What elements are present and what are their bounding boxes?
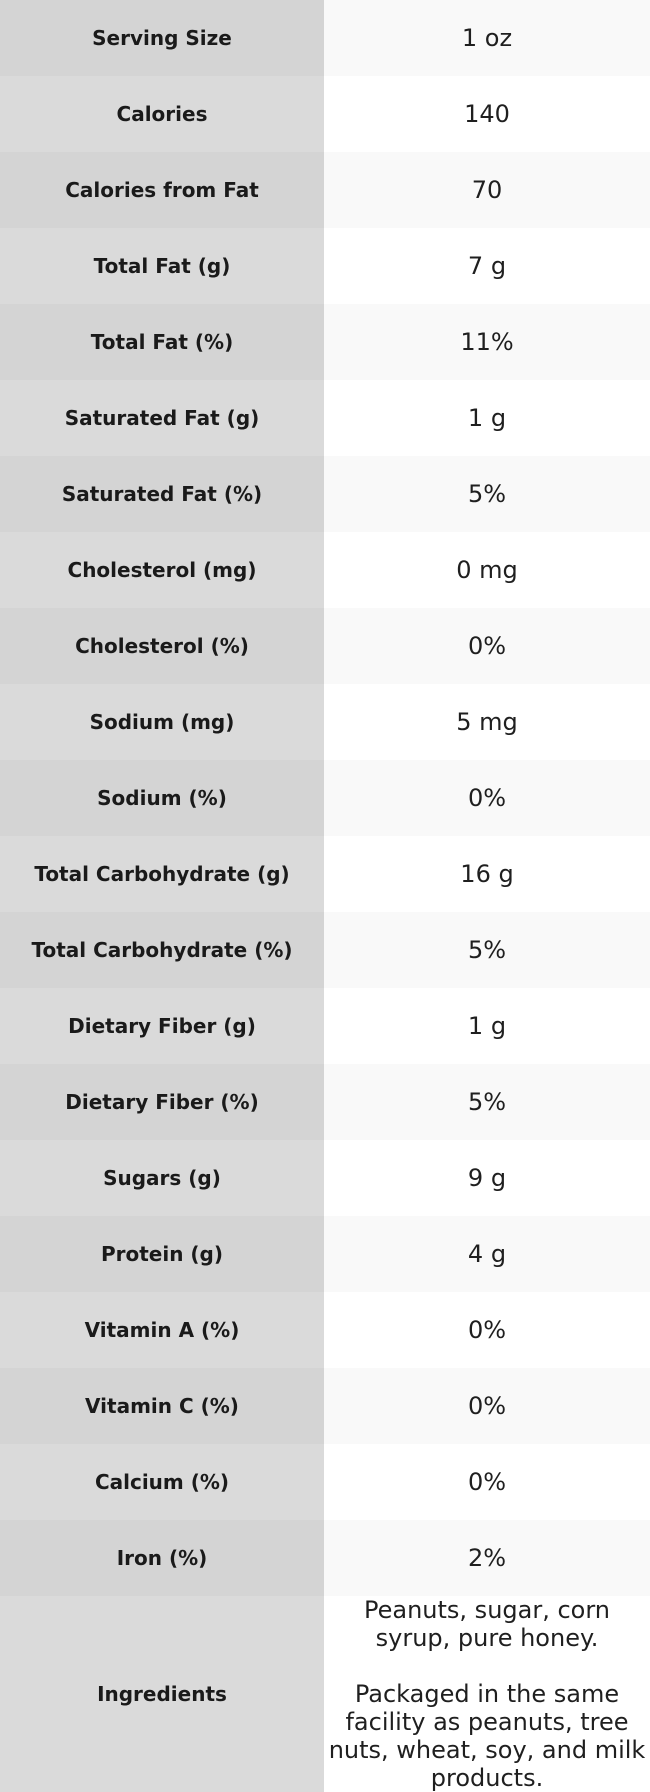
table-row-ingredients: Ingredients Peanuts, sugar, corn syrup, … bbox=[0, 1596, 650, 1792]
row-value: 0% bbox=[324, 1368, 650, 1444]
row-label: Saturated Fat (g) bbox=[0, 380, 324, 456]
row-value: 5% bbox=[324, 1064, 650, 1140]
table-row-iron-pct: Iron (%) 2% bbox=[0, 1520, 650, 1596]
row-label: Calories bbox=[0, 76, 324, 152]
table-row-total-carbohydrate-pct: Total Carbohydrate (%) 5% bbox=[0, 912, 650, 988]
row-label: Total Carbohydrate (%) bbox=[0, 912, 324, 988]
table-row-calcium-pct: Calcium (%) 0% bbox=[0, 1444, 650, 1520]
table-row-total-fat-pct: Total Fat (%) 11% bbox=[0, 304, 650, 380]
row-label: Saturated Fat (%) bbox=[0, 456, 324, 532]
row-label: Iron (%) bbox=[0, 1520, 324, 1596]
table-row-cholesterol-pct: Cholesterol (%) 0% bbox=[0, 608, 650, 684]
row-value: 0% bbox=[324, 1444, 650, 1520]
row-value: 140 bbox=[324, 76, 650, 152]
row-label: Sugars (g) bbox=[0, 1140, 324, 1216]
table-row-cholesterol-mg: Cholesterol (mg) 0 mg bbox=[0, 532, 650, 608]
table-row-protein-g: Protein (g) 4 g bbox=[0, 1216, 650, 1292]
row-value: 0% bbox=[324, 760, 650, 836]
row-value: 1 oz bbox=[324, 0, 650, 76]
row-value: 11% bbox=[324, 304, 650, 380]
row-label: Vitamin A (%) bbox=[0, 1292, 324, 1368]
table-row-saturated-fat-g: Saturated Fat (g) 1 g bbox=[0, 380, 650, 456]
row-label: Calories from Fat bbox=[0, 152, 324, 228]
row-label: Serving Size bbox=[0, 0, 324, 76]
row-label: Cholesterol (mg) bbox=[0, 532, 324, 608]
table-row-vitamin-a-pct: Vitamin A (%) 0% bbox=[0, 1292, 650, 1368]
row-label: Sodium (mg) bbox=[0, 684, 324, 760]
table-row-saturated-fat-pct: Saturated Fat (%) 5% bbox=[0, 456, 650, 532]
table-row-serving-size: Serving Size 1 oz bbox=[0, 0, 650, 76]
table-row-dietary-fiber-pct: Dietary Fiber (%) 5% bbox=[0, 1064, 650, 1140]
row-label: Cholesterol (%) bbox=[0, 608, 324, 684]
table-row-sodium-pct: Sodium (%) 0% bbox=[0, 760, 650, 836]
row-value: 9 g bbox=[324, 1140, 650, 1216]
row-label: Ingredients bbox=[0, 1596, 324, 1792]
row-label: Dietary Fiber (%) bbox=[0, 1064, 324, 1140]
row-value: Peanuts, sugar, corn syrup, pure honey. … bbox=[324, 1596, 650, 1792]
row-value: 2% bbox=[324, 1520, 650, 1596]
table-row-total-carbohydrate-g: Total Carbohydrate (g) 16 g bbox=[0, 836, 650, 912]
row-value: 0 mg bbox=[324, 532, 650, 608]
row-value: 4 g bbox=[324, 1216, 650, 1292]
row-value: 0% bbox=[324, 608, 650, 684]
row-value: 7 g bbox=[324, 228, 650, 304]
row-value: 16 g bbox=[324, 836, 650, 912]
table-row-sodium-mg: Sodium (mg) 5 mg bbox=[0, 684, 650, 760]
table-row-dietary-fiber-g: Dietary Fiber (g) 1 g bbox=[0, 988, 650, 1064]
row-label: Total Carbohydrate (g) bbox=[0, 836, 324, 912]
table-row-total-fat-g: Total Fat (g) 7 g bbox=[0, 228, 650, 304]
row-label: Protein (g) bbox=[0, 1216, 324, 1292]
row-label: Dietary Fiber (g) bbox=[0, 988, 324, 1064]
row-label: Vitamin C (%) bbox=[0, 1368, 324, 1444]
table-row-calories: Calories 140 bbox=[0, 76, 650, 152]
row-label: Total Fat (g) bbox=[0, 228, 324, 304]
row-value: 1 g bbox=[324, 988, 650, 1064]
row-value: 1 g bbox=[324, 380, 650, 456]
row-label: Calcium (%) bbox=[0, 1444, 324, 1520]
table-row-vitamin-c-pct: Vitamin C (%) 0% bbox=[0, 1368, 650, 1444]
table-row-calories-from-fat: Calories from Fat 70 bbox=[0, 152, 650, 228]
row-label: Sodium (%) bbox=[0, 760, 324, 836]
row-value: 0% bbox=[324, 1292, 650, 1368]
row-value: 70 bbox=[324, 152, 650, 228]
row-value: 5% bbox=[324, 912, 650, 988]
row-value: 5 mg bbox=[324, 684, 650, 760]
row-value: 5% bbox=[324, 456, 650, 532]
table-row-sugars-g: Sugars (g) 9 g bbox=[0, 1140, 650, 1216]
row-label: Total Fat (%) bbox=[0, 304, 324, 380]
